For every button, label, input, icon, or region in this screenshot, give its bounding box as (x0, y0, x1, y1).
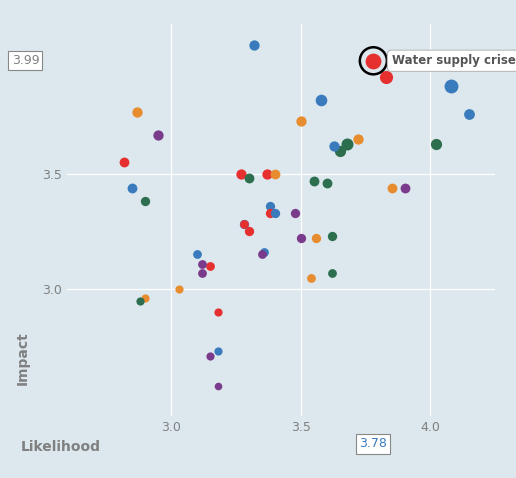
Point (214, 382, 222, 390)
Point (214, 308, 222, 316)
Point (310, 177, 318, 185)
Text: Water supply crises: Water supply crises (392, 54, 516, 67)
Point (465, 110, 474, 118)
Point (369, 57, 378, 65)
Point (307, 274, 315, 282)
Point (270, 209, 279, 217)
Point (133, 108, 141, 115)
Point (317, 96, 326, 104)
Point (120, 158, 128, 166)
Point (239, 221, 248, 228)
Point (369, 57, 378, 65)
Point (297, 117, 305, 125)
Point (353, 135, 362, 143)
Point (237, 170, 245, 178)
Point (431, 140, 440, 148)
Point (193, 250, 201, 258)
Point (128, 184, 136, 191)
Point (400, 184, 409, 191)
Point (198, 269, 206, 277)
Text: Impact: Impact (16, 332, 30, 385)
Point (245, 174, 253, 182)
Point (239, 221, 248, 228)
Point (174, 285, 183, 293)
Point (198, 260, 206, 268)
Point (245, 228, 253, 235)
Text: 3.99: 3.99 (12, 54, 39, 67)
Point (297, 235, 305, 242)
Point (328, 232, 336, 240)
Point (265, 209, 273, 217)
Point (257, 250, 266, 258)
Point (265, 202, 273, 210)
Point (322, 179, 331, 187)
Point (141, 294, 149, 302)
Point (447, 82, 455, 90)
Point (388, 184, 396, 191)
Point (382, 73, 391, 81)
Point (270, 170, 279, 178)
Point (263, 170, 271, 178)
Point (343, 140, 351, 148)
Point (260, 249, 268, 256)
Point (335, 147, 344, 154)
Point (292, 209, 300, 217)
Point (250, 41, 258, 48)
Point (206, 262, 214, 270)
Point (312, 235, 320, 242)
Point (328, 269, 336, 277)
Point (136, 297, 144, 304)
Point (141, 197, 149, 205)
Text: 3.78: 3.78 (360, 437, 388, 450)
Point (330, 142, 338, 150)
Point (154, 131, 162, 139)
Point (206, 352, 214, 360)
Point (214, 348, 222, 355)
Text: Likelihood: Likelihood (21, 440, 101, 454)
